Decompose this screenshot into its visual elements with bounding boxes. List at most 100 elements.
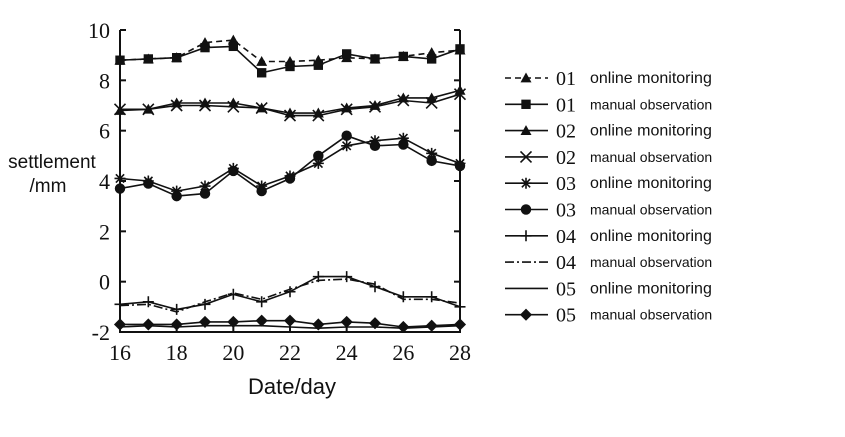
- legend-series-label: manual observation: [590, 202, 712, 218]
- data-point: [341, 49, 352, 59]
- data-point: [143, 54, 154, 64]
- legend-series-id: 05: [556, 278, 576, 300]
- data-point: [200, 42, 210, 53]
- data-point: [142, 103, 155, 116]
- data-point: [426, 291, 438, 303]
- legend-series-id: 01: [556, 68, 576, 90]
- data-point: [114, 183, 126, 194]
- data-point: [228, 41, 239, 52]
- data-point: [285, 61, 295, 72]
- data-point: [255, 314, 268, 327]
- legend-series-id: 01: [556, 94, 576, 116]
- legend-series-label: online monitoring: [590, 280, 712, 297]
- data-series: [113, 34, 467, 334]
- data-point: [227, 100, 240, 113]
- legend-item: 04 manual observation: [505, 252, 712, 274]
- data-point: [198, 99, 212, 112]
- legend-series-id: 03: [556, 200, 576, 222]
- legend-series-label: manual observation: [590, 96, 712, 112]
- data-point: [113, 318, 127, 331]
- data-point: [341, 140, 353, 152]
- legend-series-label: online monitoring: [590, 175, 712, 192]
- series-01-manual-observation: [115, 41, 465, 78]
- data-point: [284, 173, 296, 184]
- data-point: [170, 318, 183, 331]
- legend-marker: [521, 99, 531, 109]
- y-tick-label: 10: [88, 18, 110, 43]
- data-point: [454, 160, 466, 172]
- data-point: [283, 109, 297, 122]
- data-point: [397, 92, 409, 103]
- data-point: [142, 318, 155, 331]
- data-point: [397, 94, 410, 107]
- data-point: [398, 139, 409, 150]
- legend-series-id: 02: [556, 121, 576, 143]
- data-point: [455, 44, 465, 54]
- data-point: [198, 315, 212, 328]
- data-point: [313, 150, 324, 162]
- data-point: [255, 101, 268, 115]
- x-axis-label: Date/day: [248, 374, 336, 399]
- x-tick-label: 24: [336, 340, 358, 365]
- series-02-manual-observation: [113, 88, 467, 122]
- axis-labels: settlement /mm Date/day: [8, 152, 336, 399]
- legend-series-id: 02: [556, 147, 576, 169]
- x-tick-label: 26: [392, 340, 414, 365]
- data-point: [114, 172, 126, 184]
- legend-series-label: manual observation: [590, 254, 712, 270]
- series-04-manual-observation: [119, 278, 461, 313]
- legend-item: 01 online monitoring: [505, 68, 712, 90]
- legend-marker: [520, 204, 532, 215]
- data-point: [368, 317, 382, 330]
- data-point: [142, 296, 154, 308]
- data-point: [256, 68, 267, 78]
- legend-series-label: online monitoring: [590, 228, 712, 245]
- legend-item: 03 manual observation: [505, 200, 712, 222]
- data-point: [370, 54, 380, 64]
- data-point: [397, 132, 409, 144]
- data-point: [397, 320, 410, 334]
- data-point: [199, 298, 211, 310]
- x-tick-label: 16: [109, 340, 131, 365]
- x-tick-label: 22: [279, 340, 301, 365]
- x-tick-label: 28: [449, 340, 471, 365]
- legend-series-id: 04: [556, 252, 576, 274]
- legend-series-label: manual observation: [590, 307, 712, 323]
- data-point: [454, 301, 466, 313]
- series-05-manual-observation: [113, 314, 467, 334]
- legend-marker: [520, 230, 532, 242]
- y-tick-label: 6: [99, 119, 110, 144]
- data-point: [341, 271, 353, 283]
- y-tick-label: -2: [92, 320, 110, 345]
- legend-series-id: 05: [556, 305, 576, 327]
- data-point: [227, 315, 240, 328]
- data-point: [312, 109, 325, 122]
- data-point: [313, 60, 324, 70]
- data-point: [369, 140, 381, 151]
- data-point: [170, 99, 183, 112]
- data-point: [199, 180, 211, 192]
- legend-item: 02 online monitoring: [505, 121, 712, 143]
- data-point: [312, 157, 324, 169]
- data-point: [143, 178, 154, 189]
- data-point: [453, 88, 467, 101]
- series-line: [119, 278, 461, 313]
- series-line: [119, 134, 461, 197]
- data-point: [283, 314, 297, 327]
- data-point: [341, 130, 352, 141]
- data-point: [426, 147, 438, 159]
- data-point: [425, 96, 438, 110]
- series-04-online-monitoring: [114, 271, 466, 315]
- data-point: [426, 155, 437, 167]
- data-point: [368, 100, 382, 113]
- data-point: [171, 190, 182, 202]
- y-axis-label-line2: /mm: [30, 176, 67, 197]
- data-point: [256, 55, 268, 66]
- x-tick-label: 18: [166, 340, 188, 365]
- data-point: [340, 103, 353, 116]
- x-tick-label: 20: [222, 340, 244, 365]
- legend-item: 05 manual observation: [505, 305, 712, 327]
